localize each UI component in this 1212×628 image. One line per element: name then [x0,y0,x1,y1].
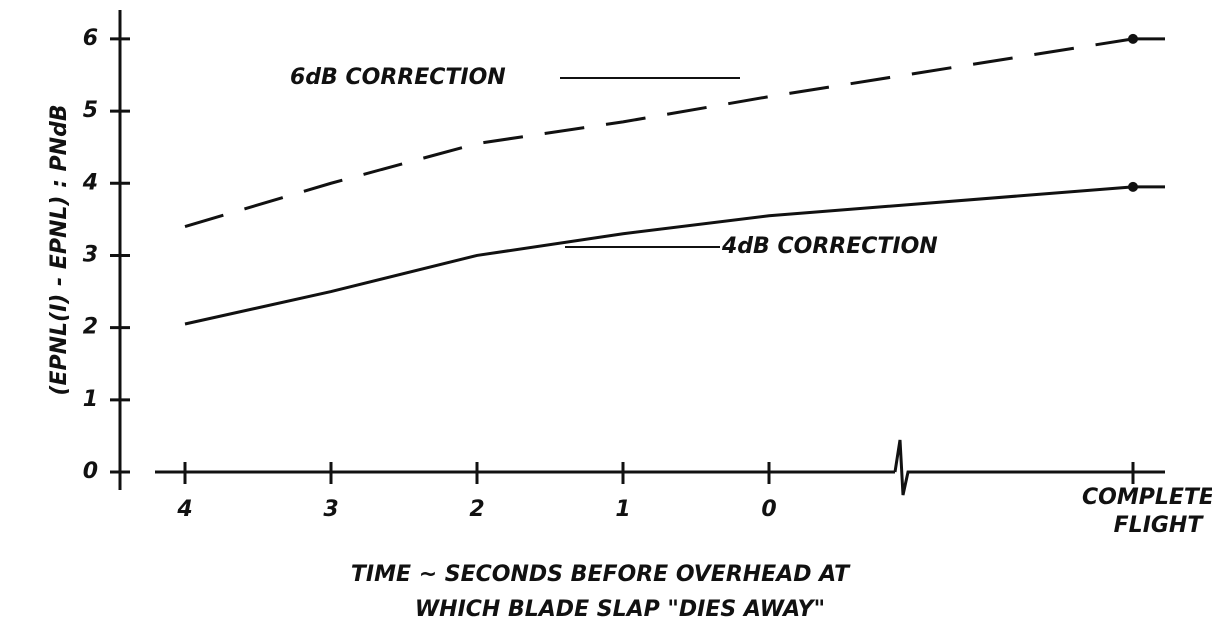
series-line [184,185,1134,326]
y-tick-label: 6 [83,26,98,51]
y-tick-label: 1 [83,387,98,412]
annotation: 4dB CORRECTION [721,234,938,259]
x-axis-label: TIME ~ SECONDS BEFORE OVERHEAD AT [351,562,851,587]
y-tick-label: 4 [82,170,98,195]
y-tick-label: 0 [83,459,98,484]
axis-break [893,439,1165,496]
x-tick-label: 4 [176,497,192,522]
series-line [184,37,1134,229]
y-axis-label: (EPNL(I) - EPNL) : PNdB [47,104,72,395]
x-tick-label: 3 [323,497,338,522]
x-tick-label: 2 [469,497,484,522]
annotation: 6dB CORRECTION [290,65,506,90]
x-tick-label: 1 [615,497,630,522]
y-tick-label: 5 [83,98,98,123]
x-tick-label: 0 [761,497,776,522]
x-axis-label: WHICH BLADE SLAP "DIES AWAY" [415,597,825,622]
y-tick-label: 2 [83,315,98,340]
x-tick-label: COMPLETE FLIGHT [1082,485,1212,538]
y-tick-label: 3 [83,242,98,267]
